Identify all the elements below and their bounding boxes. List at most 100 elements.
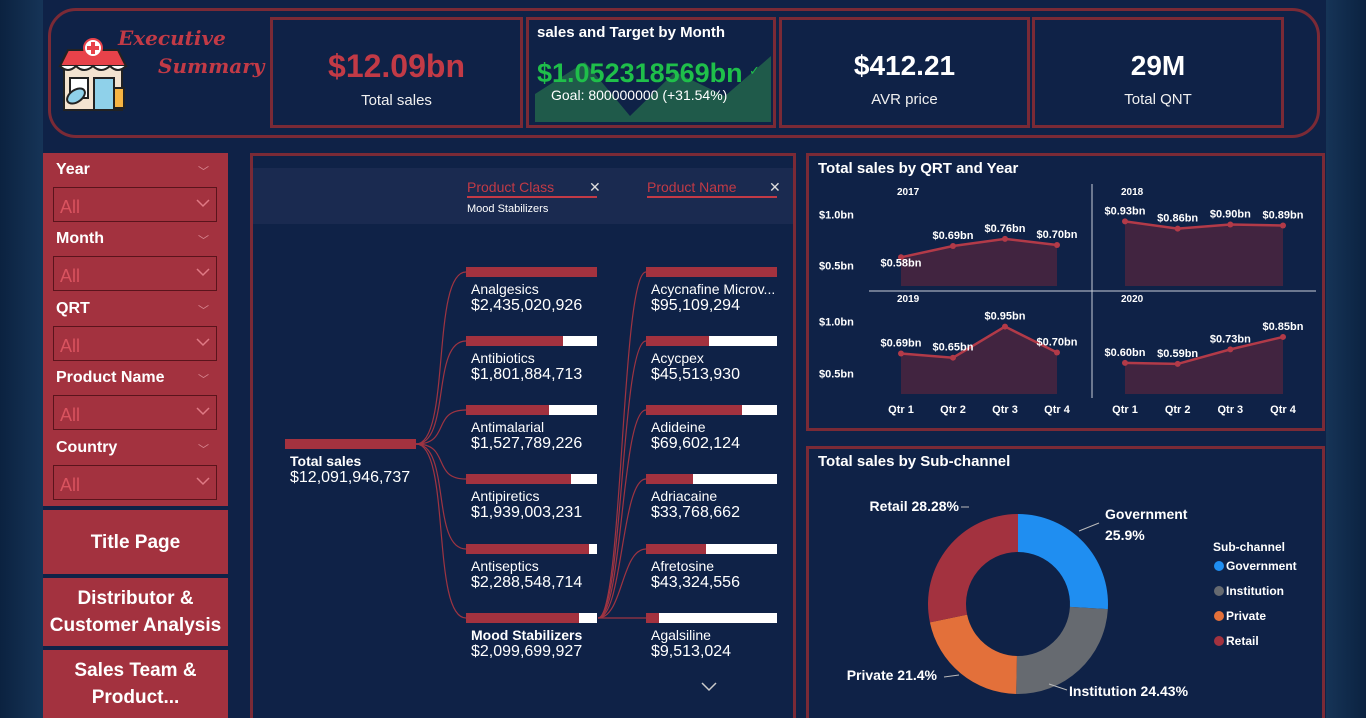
product-class-node[interactable]: Antiseptics $2,288,548,714 [466, 544, 606, 592]
slicer-dropdown-year[interactable]: All [53, 187, 217, 222]
data-label: $0.70bn [1037, 337, 1078, 349]
node-value: $33,768,662 [651, 504, 740, 521]
x-tick-label: Qtr 2 [940, 404, 966, 416]
slicer-dropdown-country[interactable]: All [53, 465, 217, 500]
node-name: Afretosine [651, 558, 715, 574]
tree-link [597, 409, 647, 619]
chevron-down-icon [196, 338, 210, 347]
legend-item: Private [1226, 609, 1266, 623]
product-class-node[interactable]: Antibiotics $1,801,884,713 [466, 336, 606, 384]
node-value: $2,435,020,926 [471, 297, 583, 314]
x-tick-label: Qtr 4 [1044, 404, 1071, 416]
distributor-customer-button[interactable]: Distributor & Customer Analysis [43, 578, 228, 646]
node-value: $43,324,556 [651, 574, 740, 591]
leader-line [943, 674, 960, 678]
node-name: Acycpex [651, 350, 704, 366]
node-name: Agalsiline [651, 627, 711, 643]
product-name-node[interactable]: Acycnafine Microv... $95,109,294 [646, 267, 786, 315]
area-fill [1125, 336, 1283, 394]
legend-item: Retail [1226, 634, 1259, 648]
node-bar [646, 267, 777, 277]
slicer-dropdown-month[interactable]: All [53, 256, 217, 291]
data-point [950, 243, 956, 250]
chevron-down-icon[interactable]: ﹀ [198, 373, 209, 386]
kpi-avr-price[interactable]: $412.21 AVR price [779, 17, 1030, 128]
slicer-dropdown-qrt[interactable]: All [53, 326, 217, 361]
chevron-down-icon [196, 268, 210, 277]
column-header-product-name[interactable]: Product Name [647, 179, 777, 198]
tree-link [597, 340, 647, 619]
slicer-label-qrt: QRT [56, 300, 90, 317]
series-line [1124, 220, 1284, 230]
x-tick-label: Qtr 3 [992, 404, 1018, 416]
slice-label: Institution 24.43% [1069, 683, 1189, 699]
node-name: Analgesics [471, 281, 539, 297]
donut-plot-area: Government 25.9% Institution 24.43% Private… [847, 498, 1297, 699]
data-point [1122, 359, 1128, 366]
kpi-value: $12.09bn [328, 48, 465, 84]
data-point [1280, 222, 1286, 229]
x-tick-label: Qtr 4 [1270, 404, 1297, 416]
product-name-node[interactable]: Adideine $69,602,124 [646, 405, 786, 453]
product-class-node[interactable]: Analgesics $2,435,020,926 [466, 267, 606, 315]
chevron-down-icon[interactable]: ﹀ [198, 165, 209, 178]
product-name-node[interactable]: Agalsiline $9,513,024 [646, 613, 786, 661]
product-class-node[interactable]: Mood Stabilizers $2,099,699,927 [466, 613, 606, 661]
donut-slice-institution [1016, 606, 1108, 694]
slicer-dropdown-product-name[interactable]: All [53, 395, 217, 430]
decomposition-tree: Product Class ✕ Mood Stabilizers Product… [250, 153, 796, 718]
slicer-value: All [60, 475, 81, 495]
kpi-sales-target-gauge[interactable]: sales and Target by Month $1.052318569bn… [526, 17, 776, 128]
product-class-node[interactable]: Antimalarial $1,527,789,226 [466, 405, 606, 453]
data-label: $0.93bn [1105, 205, 1146, 217]
node-name: Antimalarial [471, 419, 545, 435]
product-class-node[interactable]: Antipiretics $1,939,003,231 [466, 474, 606, 522]
area-fill [901, 238, 1057, 286]
kpi-total-sales[interactable]: $12.09bn Total sales [270, 17, 523, 128]
area-fill [1125, 221, 1283, 286]
kpi-value: $412.21 [853, 50, 956, 81]
chart-title: Total sales by QRT and Year [818, 160, 1019, 177]
data-point [1280, 333, 1286, 340]
data-label: $0.76bn [985, 223, 1026, 235]
column-filter-value: Mood Stabilizers [467, 203, 549, 215]
sales-team-product-button[interactable]: Sales Team & Product... [43, 650, 228, 718]
panel-year-label: 2018 [1121, 187, 1144, 198]
subchannel-chart: Total sales by Sub-channel Government 25.… [806, 446, 1325, 718]
scroll-down-icon[interactable] [701, 682, 717, 692]
data-point [1227, 221, 1234, 228]
kpi-total-qnt[interactable]: 29M Total QNT [1032, 17, 1284, 128]
node-name: Adideine [651, 419, 706, 435]
panel-year-label: 2017 [897, 187, 920, 198]
right-margin [1326, 0, 1366, 718]
slicer-value: All [60, 405, 81, 425]
close-icon[interactable]: ✕ [589, 180, 601, 196]
chevron-down-icon[interactable]: ﹀ [198, 304, 209, 317]
title-page-button[interactable]: Title Page [43, 510, 228, 574]
series-line [900, 325, 1058, 359]
slice-label: Private 21.4% [847, 667, 938, 683]
qrt-plot-area: $1.0bn $1.0bn $0.5bn $0.5bn 2017 $0.58bn $0.69… [819, 184, 1316, 416]
chevron-down-icon[interactable]: ﹀ [198, 234, 209, 247]
tree-connectors [415, 271, 647, 619]
donut-slice-government [1018, 514, 1108, 610]
node-value: $95,109,294 [651, 297, 740, 314]
product-name-node[interactable]: Adriacaine $33,768,662 [646, 474, 786, 522]
node-bar [466, 474, 597, 484]
tree-link [415, 271, 467, 445]
legend-title: Sub-channel [1213, 540, 1285, 554]
node-bar [466, 405, 597, 415]
leader-line [1078, 522, 1100, 532]
node-value: $1,527,789,226 [471, 435, 583, 452]
column-header-product-class[interactable]: Product Class [467, 179, 597, 198]
node-bar [646, 544, 777, 554]
product-name-node[interactable]: Afretosine $43,324,556 [646, 544, 786, 592]
tree-root-node[interactable]: Total sales $12,091,946,737 [285, 439, 425, 487]
panel-year-label: 2020 [1121, 294, 1144, 305]
close-icon[interactable]: ✕ [769, 180, 781, 196]
data-label: $0.86bn [1157, 213, 1198, 225]
chart-title: Total sales by Sub-channel [818, 453, 1011, 470]
chevron-down-icon[interactable]: ﹀ [198, 443, 209, 456]
series-line [1124, 335, 1284, 366]
product-name-node[interactable]: Acycpex $45,513,930 [646, 336, 786, 384]
